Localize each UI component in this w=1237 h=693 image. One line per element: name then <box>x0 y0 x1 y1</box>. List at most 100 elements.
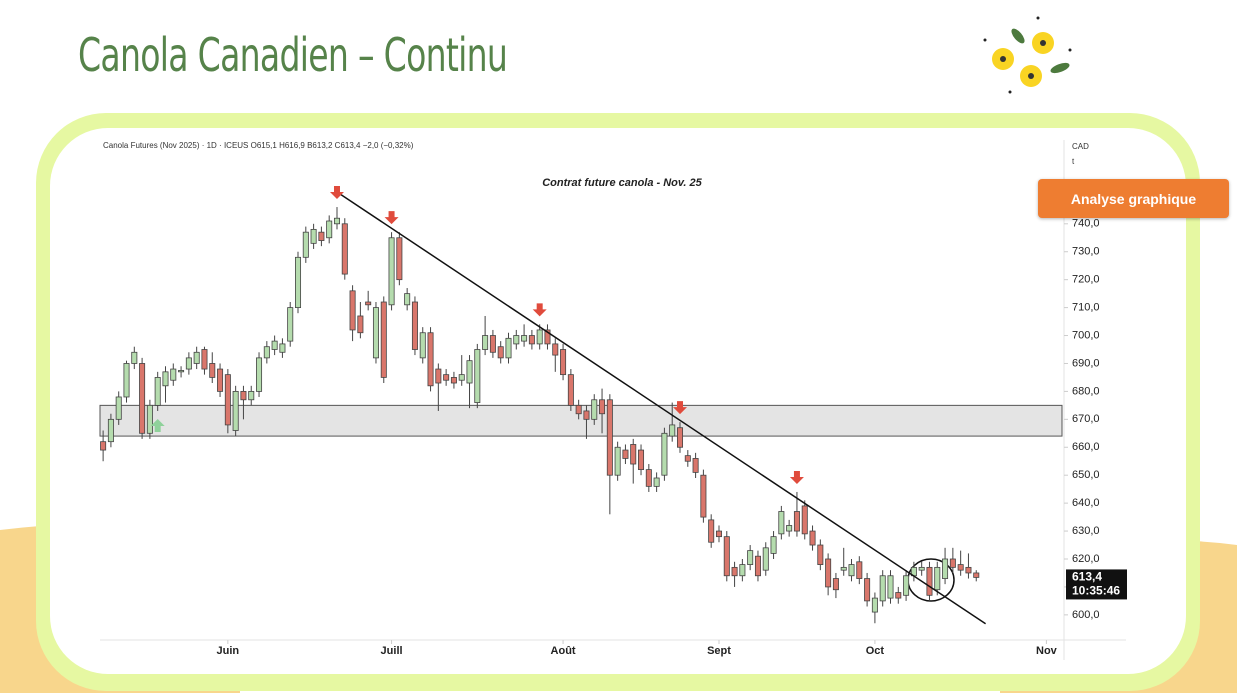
y-tick-label: 710,0 <box>1072 302 1100 314</box>
candle-body <box>934 566 941 591</box>
y-tick-label: 660,0 <box>1072 441 1100 453</box>
candle-body <box>310 228 317 244</box>
candle-body <box>809 530 816 546</box>
candle-body <box>793 511 800 532</box>
candle-body <box>708 519 715 543</box>
candle-body <box>287 307 294 342</box>
y-tick-label: 680,0 <box>1072 385 1100 397</box>
candle-body <box>333 217 340 225</box>
candle-body <box>560 349 567 376</box>
candle-body <box>614 446 621 476</box>
candle-body <box>201 349 208 370</box>
chart-title: Contrat future canola - Nov. 25 <box>542 177 702 189</box>
x-tick-label: Août <box>551 645 576 657</box>
y-tick-label: 730,0 <box>1072 246 1100 258</box>
candle-body <box>404 293 411 306</box>
candle-body <box>131 351 138 364</box>
candle-body <box>217 368 224 392</box>
candle-body <box>146 404 153 434</box>
y-tick-label: 690,0 <box>1072 357 1100 369</box>
arrow-down <box>532 303 547 317</box>
candle-body <box>575 404 582 415</box>
candle-body <box>123 363 130 398</box>
candle-body <box>887 575 894 599</box>
candle-body <box>567 374 574 406</box>
candle-body <box>552 343 559 356</box>
candle-body <box>544 329 551 345</box>
flowers-icon <box>983 16 1072 94</box>
candle-body <box>739 564 746 577</box>
x-tick-label: Nov <box>1036 645 1058 657</box>
candle-body <box>279 343 286 353</box>
x-tick-label: Juin <box>217 645 240 657</box>
y-tick-label: 620,0 <box>1072 553 1100 565</box>
candle-body <box>489 335 496 353</box>
candle-body <box>232 390 239 431</box>
price-label: 613,4 <box>1072 570 1102 584</box>
arrow-down <box>384 211 399 225</box>
candle-body <box>801 505 808 535</box>
candle-body <box>521 335 528 342</box>
candle-body <box>622 449 629 459</box>
candle-body <box>271 340 278 350</box>
candle-body <box>677 427 684 448</box>
candle-body <box>856 561 863 579</box>
candle-body <box>107 418 114 443</box>
candle-body <box>474 349 481 403</box>
candle-body <box>302 231 309 258</box>
y-tick-label: 630,0 <box>1072 525 1100 537</box>
candle-body <box>372 307 379 359</box>
candle-body <box>115 396 122 420</box>
y-tick-label: 640,0 <box>1072 497 1100 509</box>
candle-body <box>762 547 769 571</box>
candle-body <box>583 410 590 420</box>
y-tick-label: 720,0 <box>1072 274 1100 286</box>
candle-body <box>505 337 512 359</box>
candle-body <box>536 329 543 345</box>
candle-body <box>427 332 434 387</box>
candle-body <box>840 566 847 571</box>
candle-body <box>178 370 185 373</box>
candle-body <box>185 357 192 370</box>
candle-body <box>903 575 910 596</box>
candle-body <box>879 575 886 602</box>
candle-body <box>248 390 255 401</box>
candle-body <box>630 444 637 465</box>
candle-body <box>669 424 676 437</box>
candle-body <box>419 332 426 359</box>
candle-body <box>949 558 956 568</box>
candle-body <box>411 301 418 350</box>
candle-body <box>380 301 387 378</box>
candle-body <box>715 530 722 538</box>
candle-body <box>754 555 761 577</box>
candle-body <box>786 525 793 532</box>
y-tick-label: 600,0 <box>1072 609 1100 621</box>
candle-body <box>341 223 348 275</box>
candle-body <box>466 360 473 384</box>
candle-body <box>256 357 263 392</box>
candle-body <box>832 578 839 591</box>
candle-body <box>482 335 489 350</box>
analysis-button[interactable]: Analyse graphique <box>1038 179 1229 218</box>
candle-body <box>240 390 247 401</box>
candle-body <box>965 566 972 574</box>
currency: CAD <box>1072 142 1089 151</box>
candle-body <box>747 550 754 565</box>
candle-body <box>684 455 691 462</box>
arrow-down <box>789 470 804 484</box>
price-tag <box>1066 569 1127 600</box>
candle-body <box>100 441 107 451</box>
candle-body <box>817 544 824 565</box>
arrow-down <box>329 186 344 200</box>
candle-body <box>528 335 535 345</box>
x-tick-label: Sept <box>707 645 731 657</box>
candle-body <box>973 572 980 578</box>
x-tick-label: Juill <box>381 645 403 657</box>
candle-body <box>326 220 333 239</box>
candle-body <box>318 231 325 241</box>
y-tick-label: 650,0 <box>1072 469 1100 481</box>
y-tick-label: 740,0 <box>1072 218 1100 230</box>
frame-inner <box>50 128 1186 674</box>
